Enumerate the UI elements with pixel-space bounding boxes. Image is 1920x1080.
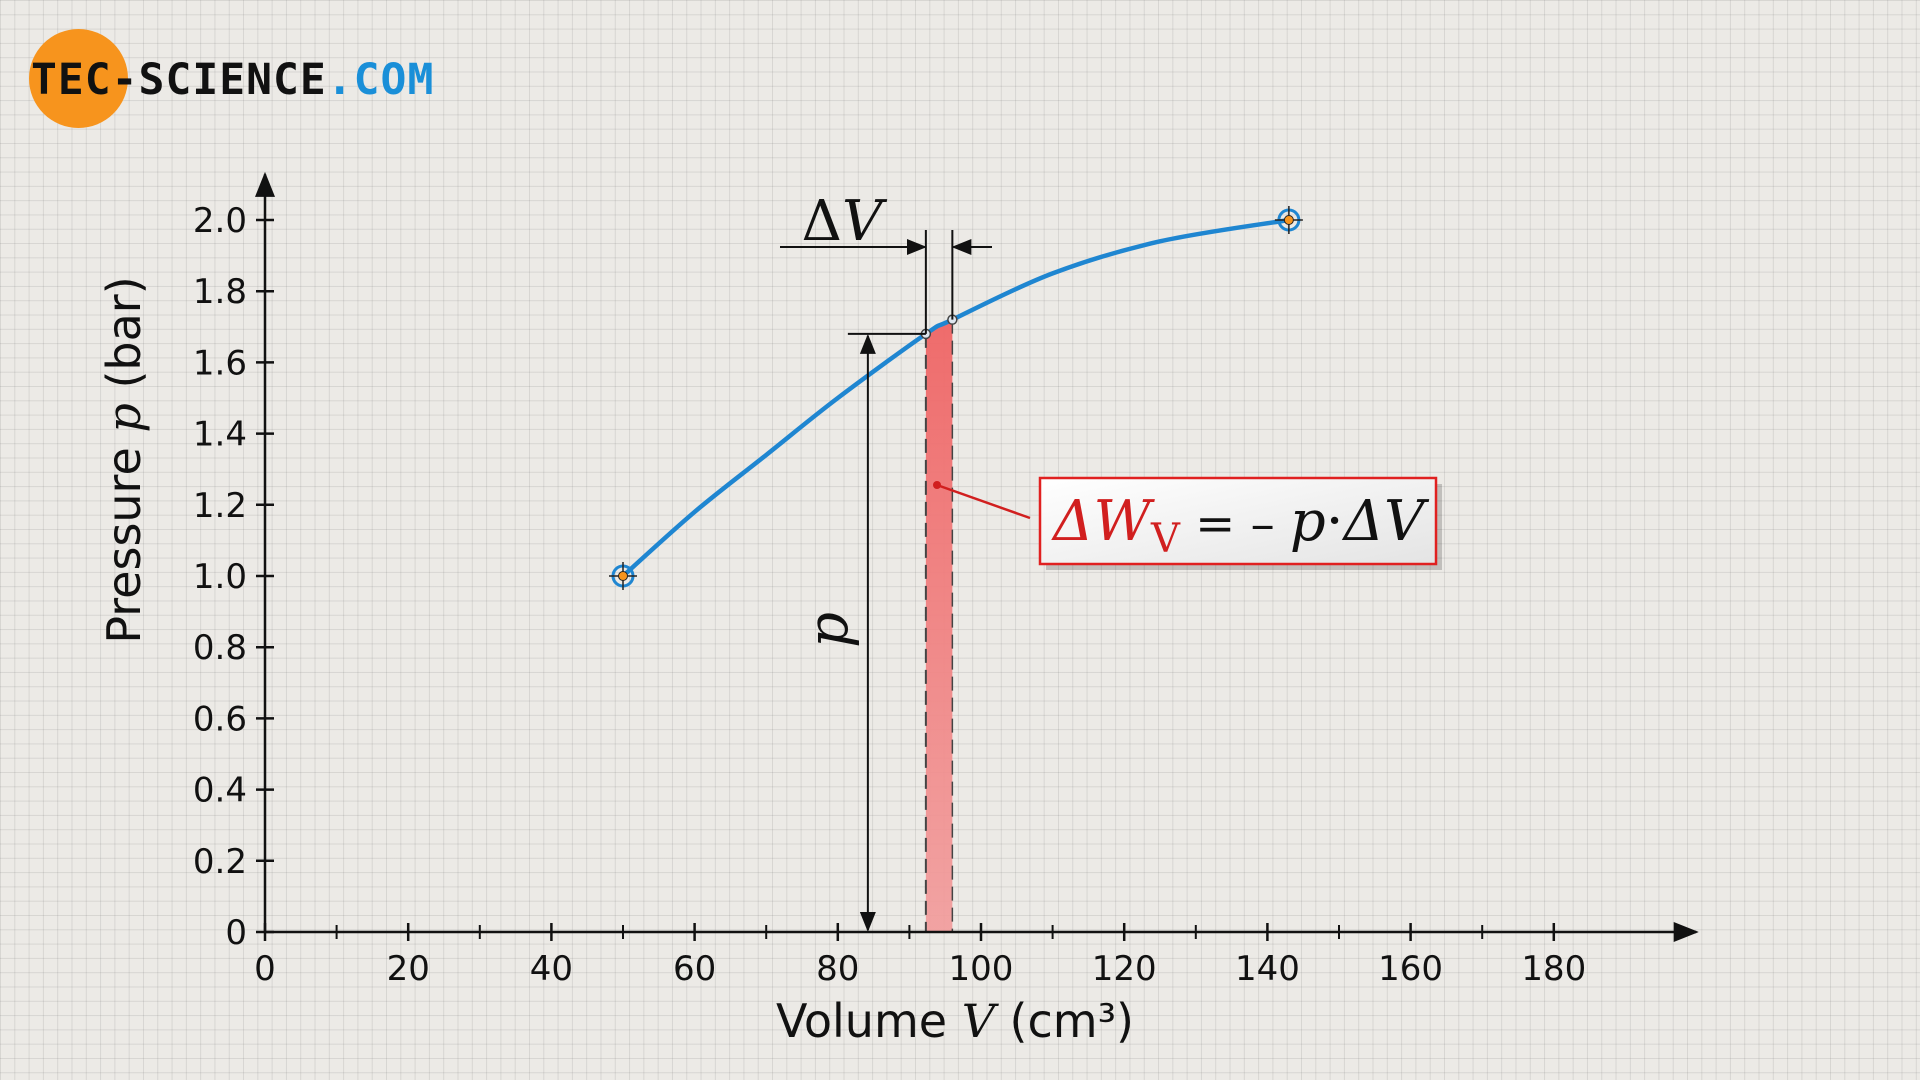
x-tick-label: 140 (1235, 949, 1300, 989)
x-tick-label: 40 (530, 949, 573, 989)
y-tick-label: 1.2 (193, 486, 247, 526)
formula-text: ΔWV = – p·ΔV (1051, 489, 1430, 562)
formula-dot: · (1326, 489, 1344, 554)
y-tick-label: 0.8 (193, 628, 247, 668)
x-tick-label: 0 (254, 949, 276, 989)
y-tick-label: 0.4 (193, 771, 247, 811)
y-tick-label: 0.6 (193, 699, 247, 739)
x-axis-title-prefix: Volume (776, 994, 962, 1048)
x-tick-label: 80 (816, 949, 859, 989)
y-axis-title-prefix: Pressure (97, 433, 151, 644)
formula-delta-v: ΔV (1342, 489, 1430, 554)
x-tick-label: 60 (673, 949, 716, 989)
formula-delta-w: ΔW (1051, 489, 1155, 554)
formula-equals: = – (1180, 496, 1290, 552)
x-tick-label: 180 (1521, 949, 1586, 989)
delta-v-symbol: V (842, 189, 888, 254)
formula-box (1038, 476, 1438, 566)
delta-v-label: ΔV (802, 189, 888, 254)
work-area-strip (925, 319, 953, 932)
x-tick-label: 20 (387, 949, 430, 989)
y-tick-label: 1.0 (193, 557, 247, 597)
formula-callout: ΔWV = – p·ΔV (933, 476, 1442, 570)
x-axis-title-symbol: V (962, 994, 1000, 1048)
x-axis-title: Volume V (cm³) (776, 994, 1134, 1048)
formula-leader-dot (933, 481, 941, 489)
formula-subscript: V (1150, 516, 1181, 562)
logo-text-part2: .COM (326, 55, 435, 105)
logo-circle (29, 29, 128, 128)
y-tick-label: 0.2 (193, 842, 247, 882)
x-tick-label: 100 (949, 949, 1014, 989)
x-tick-label: 120 (1092, 949, 1157, 989)
state-point-marker (609, 562, 637, 590)
y-tick-label: 0 (225, 913, 247, 953)
logo-text: TEC-SCIENCE.COM (31, 55, 434, 105)
y-axis-title: Pressure p (bar) (97, 276, 151, 643)
formula-leader-line (936, 483, 1031, 520)
y-axis-title-unit: (bar) (97, 276, 151, 403)
y-tick-label: 1.4 (193, 415, 247, 455)
x-tick-label: 160 (1378, 949, 1443, 989)
pressure-label: p (796, 612, 861, 648)
y-axis-title-symbol: p (97, 403, 151, 432)
state-point-marker (1274, 206, 1303, 234)
x-axis-title-unit: (cm³) (995, 994, 1134, 1048)
logo-text-part1: TEC-SCIENCE (31, 55, 327, 105)
site-logo: TEC-SCIENCE.COM (29, 29, 499, 129)
y-tick-label: 2.0 (193, 201, 247, 241)
delta-v-delta: Δ (802, 189, 842, 254)
y-tick-label: 1.6 (193, 343, 247, 383)
formula-p: p (1290, 489, 1326, 554)
y-tick-label: 1.8 (193, 272, 247, 312)
